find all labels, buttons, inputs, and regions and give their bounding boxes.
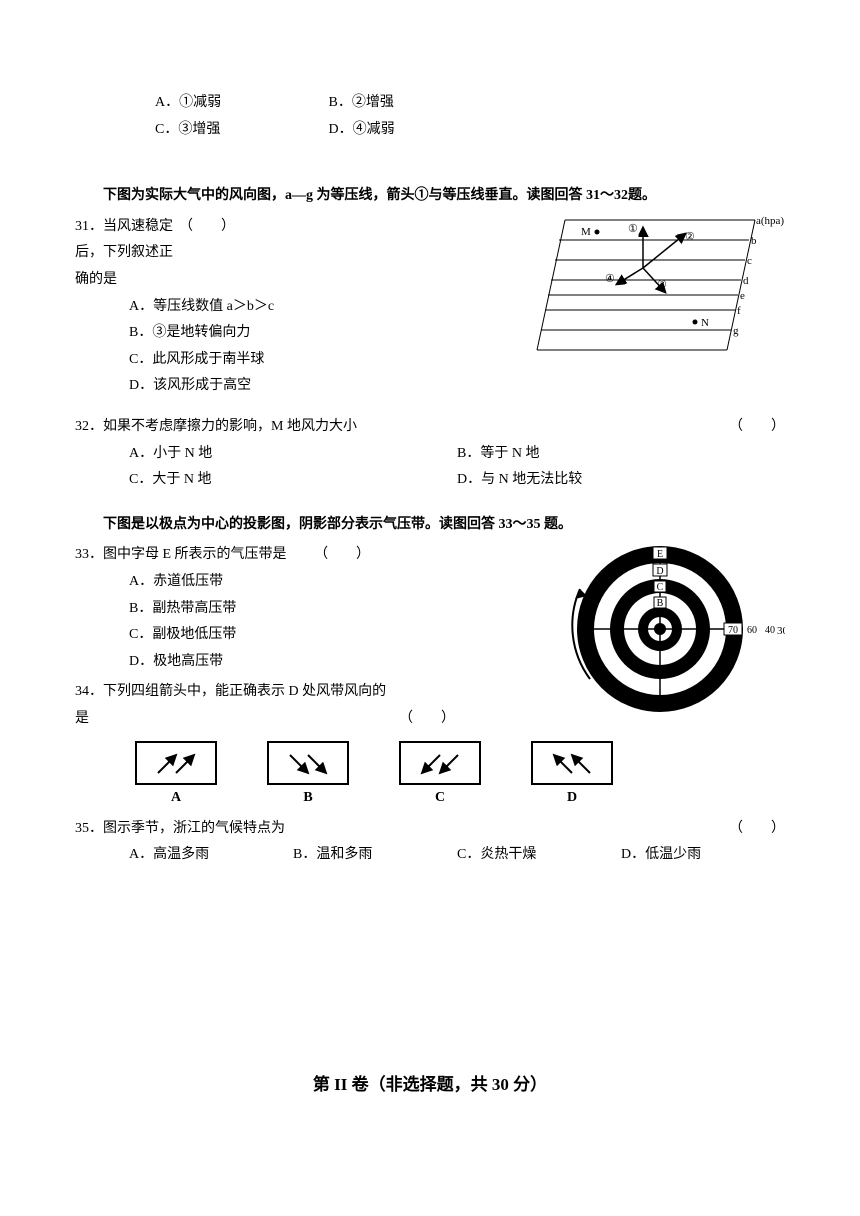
svg-text:f: f bbox=[737, 305, 741, 317]
q34-label-b: B bbox=[267, 785, 349, 812]
q34-option-d: D bbox=[531, 741, 613, 812]
q32-stem: 32．如果不考虑摩擦力的影响，M 地风力大小 bbox=[75, 414, 729, 441]
svg-text:①: ① bbox=[628, 223, 638, 235]
svg-text:C: C bbox=[657, 582, 664, 593]
q34-arrow-options: A B C D bbox=[75, 741, 785, 812]
q33-stem: 33．图中字母 E 所表示的气压带是 bbox=[75, 547, 287, 562]
svg-text:M: M bbox=[581, 226, 591, 238]
figure-wind-isobars: M ① ② ③ ④ N a(hpa) b c d e f g bbox=[525, 210, 785, 371]
q32-option-c: C．大于 N 地 bbox=[129, 467, 457, 494]
svg-text:30: 30 bbox=[777, 625, 785, 637]
q35-option-c: C．炎热干燥 bbox=[457, 842, 621, 869]
q31-stem: 31．当风速稳定后，下列叙述正确的是 bbox=[75, 214, 179, 294]
q35-option-b: B．温和多雨 bbox=[293, 842, 457, 869]
q35-paren: （ ） bbox=[729, 816, 785, 843]
q32-option-d: D．与 N 地无法比较 bbox=[457, 467, 785, 494]
q35-option-a: A．高温多雨 bbox=[129, 842, 293, 869]
q34-option-c: C bbox=[399, 741, 481, 812]
svg-text:g: g bbox=[733, 325, 739, 337]
section-ii-title: 第 II 卷（非选择题，共 30 分） bbox=[75, 1069, 785, 1101]
svg-text:B: B bbox=[657, 598, 664, 609]
q32-paren: （ ） bbox=[729, 414, 785, 441]
q34-option-a: A bbox=[135, 741, 217, 812]
option-b: B．②增强 bbox=[329, 90, 394, 117]
svg-text:N: N bbox=[701, 317, 709, 329]
figure-polar-projection: E D C B A 70 60 40 30 bbox=[565, 534, 785, 735]
question-32: 32．如果不考虑摩擦力的影响，M 地风力大小 （ ） A．小于 N 地 B．等于… bbox=[75, 414, 785, 494]
q34-label-d: D bbox=[531, 785, 613, 812]
svg-text:d: d bbox=[743, 275, 749, 287]
svg-text:②: ② bbox=[685, 231, 695, 243]
q32-option-a: A．小于 N 地 bbox=[129, 441, 457, 468]
lead-31-32: 下图为实际大气中的风向图，a—g 为等压线，箭头①与等压线垂直。读图回答 31～… bbox=[75, 183, 785, 210]
question-35: 35．图示季节，浙江的气候特点为 （ ） A．高温多雨 B．温和多雨 C．炎热干… bbox=[75, 816, 785, 869]
q34-label-a: A bbox=[135, 785, 217, 812]
svg-text:a(hpa): a(hpa) bbox=[756, 215, 784, 227]
svg-text:70: 70 bbox=[728, 625, 738, 636]
q35-stem: 35．图示季节，浙江的气候特点为 bbox=[75, 816, 729, 843]
q31-paren: （ ） bbox=[179, 214, 235, 241]
svg-text:e: e bbox=[740, 290, 745, 302]
svg-text:c: c bbox=[747, 255, 752, 267]
q34-label-c: C bbox=[399, 785, 481, 812]
q34-option-b: B bbox=[267, 741, 349, 812]
svg-text:③: ③ bbox=[657, 279, 667, 291]
q34-paren: （ ） bbox=[399, 706, 455, 733]
option-a: A．①减弱 bbox=[155, 90, 325, 117]
svg-text:D: D bbox=[656, 566, 663, 577]
svg-text:④: ④ bbox=[605, 273, 615, 285]
svg-text:A: A bbox=[656, 643, 664, 654]
option-c: C．③增强 bbox=[155, 117, 325, 144]
q35-option-d: D．低温少雨 bbox=[621, 842, 785, 869]
q31-option-d: D．该风形成于高空 bbox=[129, 373, 785, 400]
q32-option-b: B．等于 N 地 bbox=[457, 441, 785, 468]
option-d: D．④减弱 bbox=[329, 117, 395, 144]
svg-text:b: b bbox=[751, 235, 757, 247]
svg-text:60: 60 bbox=[747, 625, 757, 636]
q34-stem2: 是 bbox=[75, 706, 89, 733]
svg-text:40: 40 bbox=[765, 625, 775, 636]
prev-question-options: A．①减弱 B．②增强 C．③增强 D．④减弱 bbox=[75, 90, 785, 143]
q33-paren: （ ） bbox=[314, 547, 370, 562]
svg-text:E: E bbox=[657, 549, 663, 560]
